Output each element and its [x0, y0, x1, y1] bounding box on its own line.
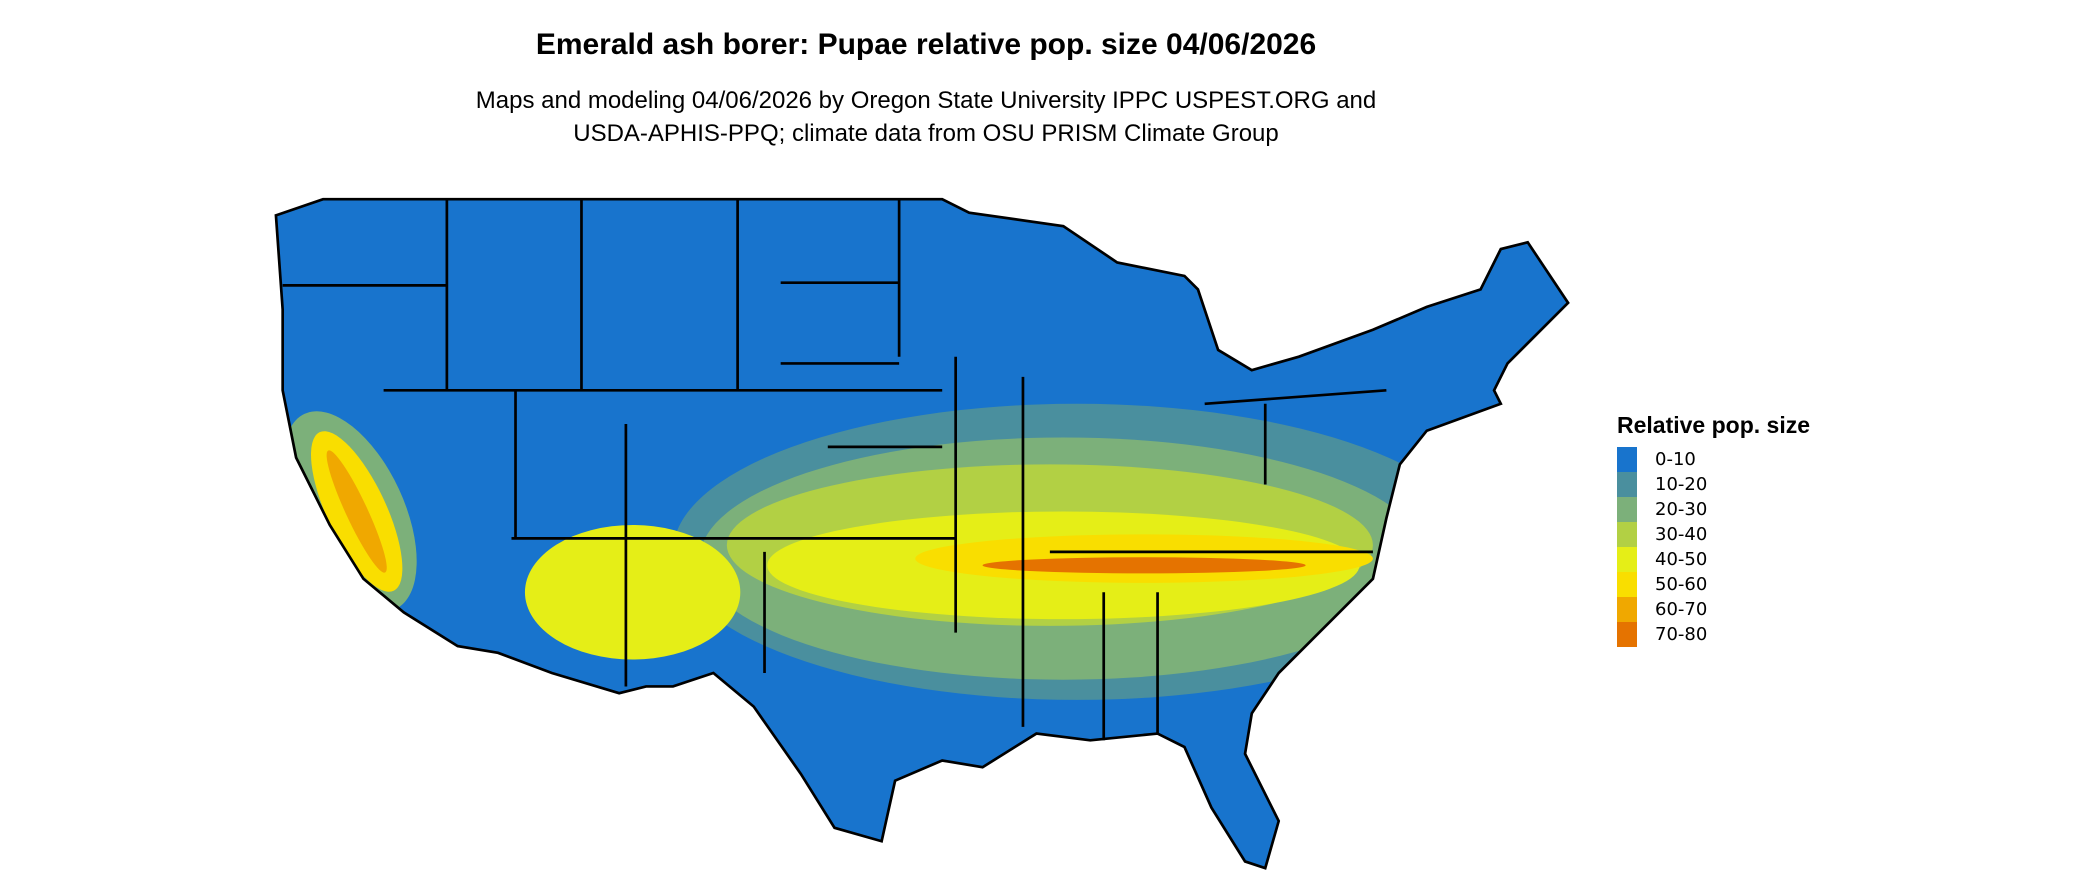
class-60-70-area-california — [326, 450, 387, 573]
legend-item: 20-30 — [1617, 497, 1810, 522]
legend-item: 30-40 — [1617, 522, 1810, 547]
map-title: Emerald ash borer: Pupae relative pop. s… — [535, 28, 1317, 61]
legend-swatch — [1617, 572, 1637, 597]
state-borders — [274, 197, 1570, 870]
legend-item: 60-70 — [1617, 597, 1810, 622]
legend-title: Relative pop. size — [1617, 412, 1811, 438]
legend-label: 70-80 — [1655, 624, 1708, 645]
legend-label: 30-40 — [1655, 524, 1708, 545]
subtitle-line: USDA-APHIS-PPQ; climate data from OSU PR… — [573, 120, 1279, 147]
legend-swatch — [1617, 472, 1637, 497]
legend-item: 40-50 — [1617, 547, 1810, 572]
class-40-50-area-southwest — [524, 524, 741, 660]
legend-item: 50-60 — [1617, 572, 1810, 597]
legend-label: 20-30 — [1655, 499, 1708, 520]
legend: Relative pop. size 0-10 10-20 20-30 30-40 40… — [1617, 412, 1810, 647]
legend-label: 50-60 — [1655, 574, 1708, 595]
legend-swatch — [1617, 547, 1637, 572]
legend-label: 40-50 — [1655, 549, 1708, 570]
legend-item: 10-20 — [1617, 472, 1810, 497]
legend-label: 0-10 — [1655, 449, 1696, 470]
legend-label: 10-20 — [1655, 474, 1708, 495]
legend-item: 0-10 — [1617, 447, 1810, 472]
legend-swatch — [1617, 447, 1637, 472]
legend-label: 60-70 — [1655, 599, 1708, 620]
legend-swatch — [1617, 497, 1637, 522]
legend-swatch — [1617, 622, 1637, 647]
legend-swatch — [1617, 522, 1637, 547]
legend-item: 70-80 — [1617, 622, 1810, 647]
legend-swatch — [1617, 597, 1637, 622]
map-subtitle: Maps and modeling 04/06/2026 by Oregon S… — [0, 84, 1852, 150]
subtitle-line: Maps and modeling 04/06/2026 by Oregon S… — [475, 87, 1377, 114]
class-70-80-area — [982, 557, 1306, 574]
